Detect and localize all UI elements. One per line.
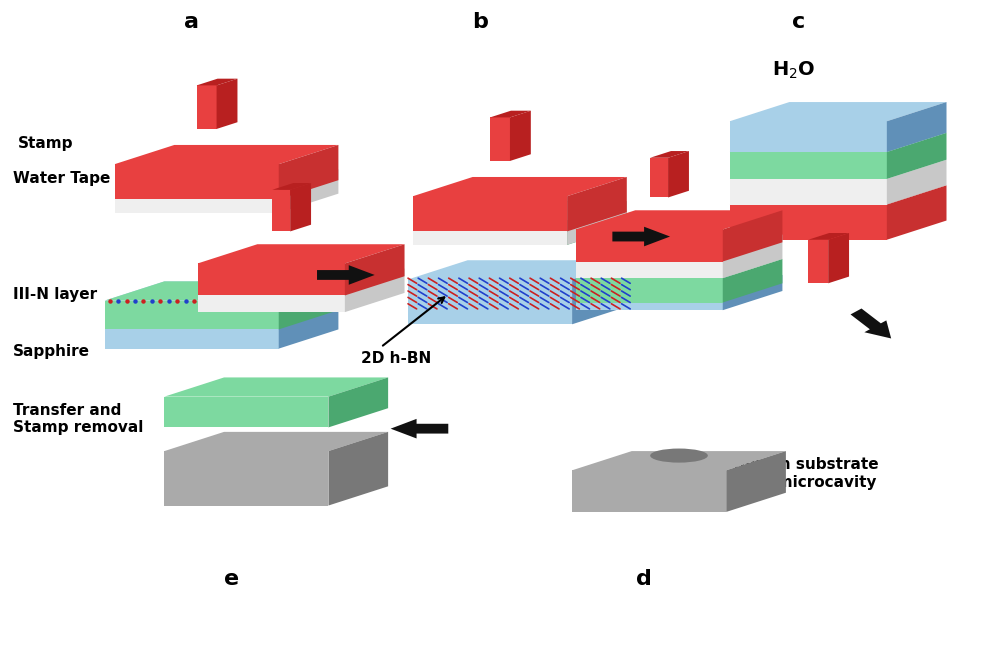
Polygon shape bbox=[345, 244, 405, 295]
Polygon shape bbox=[279, 282, 338, 329]
Polygon shape bbox=[164, 451, 328, 506]
Polygon shape bbox=[576, 294, 723, 310]
Text: III-N layer: III-N layer bbox=[13, 287, 97, 302]
Text: c: c bbox=[792, 12, 805, 32]
Polygon shape bbox=[272, 183, 311, 190]
Polygon shape bbox=[576, 211, 782, 229]
Polygon shape bbox=[272, 190, 290, 231]
Text: 2D h-BN: 2D h-BN bbox=[361, 351, 431, 366]
Polygon shape bbox=[612, 227, 670, 246]
Polygon shape bbox=[279, 282, 338, 349]
Polygon shape bbox=[217, 79, 237, 129]
Polygon shape bbox=[317, 265, 375, 285]
Polygon shape bbox=[115, 169, 338, 189]
Polygon shape bbox=[668, 151, 689, 198]
Polygon shape bbox=[650, 151, 689, 158]
Polygon shape bbox=[413, 220, 567, 245]
Polygon shape bbox=[887, 102, 947, 152]
Polygon shape bbox=[887, 185, 947, 240]
Polygon shape bbox=[413, 196, 567, 231]
Polygon shape bbox=[567, 177, 627, 231]
Polygon shape bbox=[808, 240, 828, 284]
Polygon shape bbox=[115, 145, 338, 164]
Text: Water Tape: Water Tape bbox=[13, 171, 110, 187]
Polygon shape bbox=[105, 300, 279, 349]
Polygon shape bbox=[887, 133, 947, 179]
Polygon shape bbox=[198, 287, 345, 312]
Polygon shape bbox=[290, 183, 311, 231]
Polygon shape bbox=[723, 275, 782, 310]
Polygon shape bbox=[391, 419, 448, 439]
Polygon shape bbox=[105, 282, 338, 300]
Polygon shape bbox=[164, 432, 388, 451]
Text: Stamp: Stamp bbox=[18, 136, 73, 151]
Polygon shape bbox=[650, 158, 668, 198]
Polygon shape bbox=[730, 133, 947, 152]
Polygon shape bbox=[726, 451, 786, 512]
Polygon shape bbox=[730, 121, 887, 152]
Polygon shape bbox=[730, 205, 887, 240]
Polygon shape bbox=[490, 118, 510, 161]
Polygon shape bbox=[730, 102, 947, 121]
Text: e: e bbox=[224, 569, 239, 589]
Polygon shape bbox=[572, 260, 632, 324]
Polygon shape bbox=[279, 145, 338, 200]
Polygon shape bbox=[572, 470, 726, 512]
Polygon shape bbox=[723, 259, 782, 302]
Polygon shape bbox=[345, 269, 405, 312]
Text: b: b bbox=[472, 12, 488, 32]
Polygon shape bbox=[164, 397, 328, 428]
Polygon shape bbox=[576, 254, 723, 278]
Polygon shape bbox=[279, 169, 338, 213]
Polygon shape bbox=[730, 179, 887, 205]
Polygon shape bbox=[808, 233, 849, 240]
Polygon shape bbox=[576, 234, 782, 254]
Polygon shape bbox=[105, 282, 338, 300]
Polygon shape bbox=[730, 152, 887, 179]
Polygon shape bbox=[851, 309, 891, 339]
Polygon shape bbox=[576, 259, 782, 278]
Polygon shape bbox=[197, 79, 237, 85]
Polygon shape bbox=[490, 110, 531, 118]
Polygon shape bbox=[328, 432, 388, 506]
Polygon shape bbox=[510, 110, 531, 161]
Polygon shape bbox=[723, 234, 782, 278]
Polygon shape bbox=[567, 202, 627, 245]
Text: Silicon substrate
with microcavity: Silicon substrate with microcavity bbox=[734, 457, 878, 490]
Polygon shape bbox=[105, 300, 279, 329]
Polygon shape bbox=[115, 189, 279, 213]
Polygon shape bbox=[408, 260, 632, 280]
Text: Sapphire: Sapphire bbox=[13, 344, 90, 359]
Polygon shape bbox=[198, 264, 345, 295]
Ellipse shape bbox=[650, 448, 708, 463]
Text: Transfer and
Stamp removal: Transfer and Stamp removal bbox=[13, 403, 143, 435]
Polygon shape bbox=[198, 269, 405, 287]
Polygon shape bbox=[164, 377, 388, 397]
Polygon shape bbox=[198, 244, 405, 264]
Polygon shape bbox=[576, 278, 723, 302]
Polygon shape bbox=[572, 451, 786, 470]
Polygon shape bbox=[413, 220, 567, 245]
Polygon shape bbox=[828, 233, 849, 284]
Polygon shape bbox=[408, 280, 572, 324]
Polygon shape bbox=[328, 377, 388, 428]
Polygon shape bbox=[413, 202, 627, 220]
Polygon shape bbox=[413, 177, 627, 196]
Polygon shape bbox=[723, 211, 782, 262]
Polygon shape bbox=[567, 202, 627, 245]
Polygon shape bbox=[730, 185, 947, 205]
Text: d: d bbox=[636, 569, 652, 589]
Polygon shape bbox=[115, 164, 279, 200]
Polygon shape bbox=[730, 160, 947, 179]
Polygon shape bbox=[576, 275, 782, 294]
Polygon shape bbox=[887, 160, 947, 205]
Polygon shape bbox=[197, 85, 217, 129]
Text: a: a bbox=[184, 12, 199, 32]
Polygon shape bbox=[413, 202, 627, 220]
Text: H$_2$O: H$_2$O bbox=[772, 59, 815, 81]
Polygon shape bbox=[576, 229, 723, 262]
